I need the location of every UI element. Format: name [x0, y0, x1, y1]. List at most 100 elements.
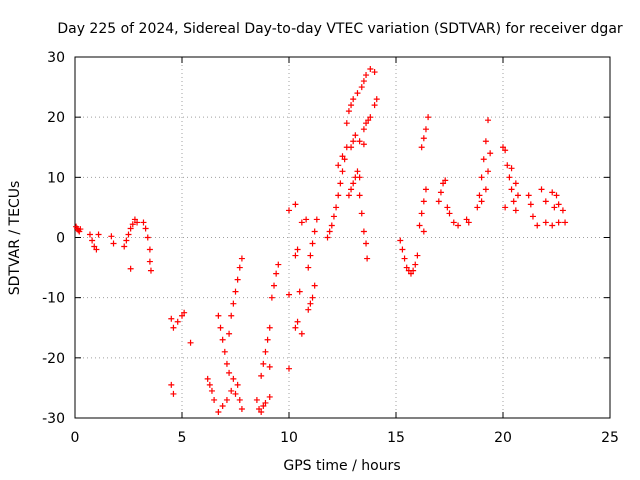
data-point	[146, 258, 153, 265]
data-point	[502, 204, 509, 211]
data-point	[236, 264, 243, 271]
data-point	[230, 375, 237, 382]
x-tick-label: 0	[71, 430, 80, 446]
data-point	[324, 234, 331, 241]
data-point	[555, 201, 562, 208]
data-point	[221, 348, 228, 355]
data-point	[356, 138, 363, 145]
data-point	[86, 231, 93, 238]
data-point	[437, 189, 444, 196]
data-point	[422, 186, 429, 193]
data-point	[266, 393, 273, 400]
data-point	[298, 330, 305, 337]
data-point	[363, 120, 370, 127]
data-point	[463, 216, 470, 223]
data-point	[292, 201, 299, 208]
data-point	[345, 108, 352, 115]
data-point	[309, 294, 316, 301]
data-point	[348, 102, 355, 109]
x-tick-label: 20	[494, 430, 512, 446]
data-point	[223, 360, 230, 367]
data-point	[418, 144, 425, 151]
y-tick-label: -10	[42, 291, 65, 307]
data-point	[77, 226, 84, 233]
data-point	[512, 180, 519, 187]
x-tick-label: 15	[387, 430, 405, 446]
data-point	[401, 255, 408, 262]
data-point	[418, 210, 425, 217]
data-point	[487, 150, 494, 157]
data-point	[262, 399, 269, 406]
data-point	[307, 252, 314, 259]
data-point	[236, 396, 243, 403]
data-point	[134, 219, 141, 226]
y-tick-label: 30	[47, 50, 65, 66]
data-point	[127, 265, 134, 272]
data-point	[286, 207, 292, 214]
data-point	[313, 216, 320, 223]
data-point	[223, 396, 230, 403]
data-point	[444, 204, 451, 211]
data-point	[273, 270, 280, 277]
data-point	[234, 276, 241, 283]
data-point	[208, 387, 215, 394]
data-point	[512, 207, 519, 214]
data-point	[147, 267, 154, 274]
data-point	[93, 246, 100, 253]
data-point	[303, 216, 310, 223]
data-point	[260, 402, 267, 409]
data-point	[339, 168, 346, 175]
data-point	[146, 246, 153, 253]
data-point	[286, 291, 292, 298]
grid	[75, 57, 610, 418]
data-point	[211, 396, 218, 403]
data-point	[397, 237, 404, 244]
data-point	[478, 198, 485, 205]
data-point	[230, 300, 237, 307]
data-point	[238, 405, 245, 412]
data-point	[553, 192, 560, 199]
data-point	[258, 372, 265, 379]
data-point	[140, 219, 147, 226]
y-tick-label: 20	[47, 110, 65, 126]
data-point	[311, 228, 318, 235]
data-point	[337, 180, 344, 187]
data-point	[266, 324, 273, 331]
data-point	[170, 324, 177, 331]
data-point	[549, 189, 556, 196]
data-point	[482, 138, 489, 145]
data-point	[350, 138, 357, 145]
data-point	[502, 147, 509, 154]
data-point	[330, 213, 337, 220]
data-point	[91, 243, 98, 250]
data-point	[363, 72, 370, 79]
data-point	[356, 192, 363, 199]
data-point	[358, 210, 365, 217]
data-point	[440, 180, 447, 187]
data-point	[294, 318, 301, 325]
data-point	[335, 192, 342, 199]
chart-title: Day 225 of 2024, Sidereal Day-to-day VTE…	[57, 21, 623, 37]
data-point	[508, 165, 515, 172]
data-point	[348, 144, 355, 151]
data-point	[326, 228, 333, 235]
data-point	[506, 174, 513, 181]
data-point	[232, 288, 239, 295]
x-axis-label: GPS time / hours	[283, 458, 400, 474]
data-point	[354, 90, 361, 97]
data-point	[403, 264, 410, 271]
data-point	[371, 69, 378, 76]
data-point	[360, 78, 367, 85]
data-point	[559, 207, 566, 214]
data-point	[352, 132, 359, 139]
data-point	[474, 204, 481, 211]
y-tick-label: -20	[42, 351, 65, 367]
data-point	[420, 135, 427, 142]
data-point	[226, 369, 233, 376]
data-point	[358, 84, 365, 91]
data-point	[534, 222, 541, 229]
data-point	[341, 156, 348, 163]
data-point	[219, 336, 226, 343]
y-tick-label: 10	[47, 170, 65, 186]
data-point	[360, 228, 367, 235]
